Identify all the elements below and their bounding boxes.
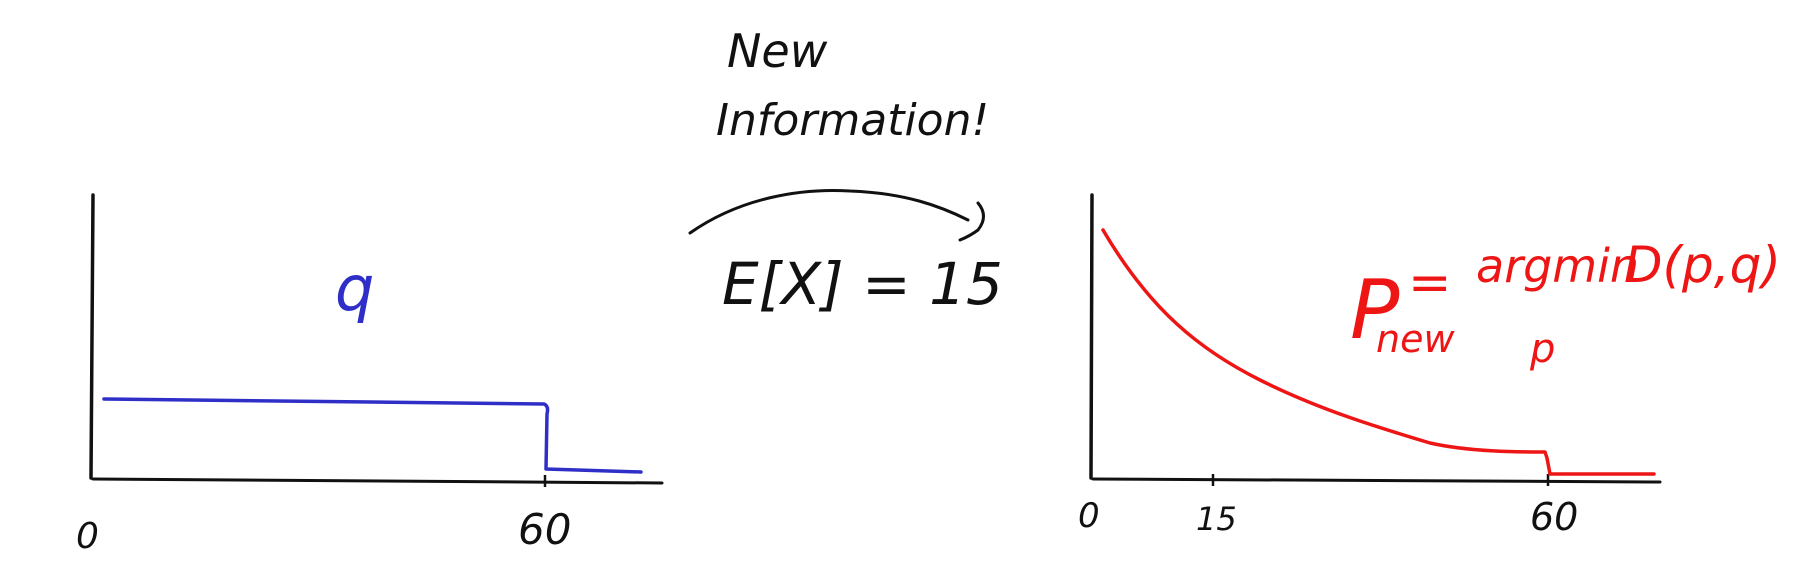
right-tick-label-15: 15: [1196, 500, 1237, 538]
left-tick-label-60: 60: [518, 505, 571, 554]
information-arrow-group: New Information! E[X] = 15: [688, 24, 1003, 318]
arc-arrow: [688, 189, 970, 235]
left-x-axis: [91, 477, 664, 485]
right-x-axis: [1091, 477, 1662, 484]
prior-label-q: q: [335, 252, 374, 325]
left-y-axis: [89, 193, 95, 480]
left-tick-label-0: 0: [76, 516, 99, 557]
formula-equals: =: [1408, 253, 1452, 313]
right-y-axis: [1089, 193, 1094, 480]
formula-argmin: argmin: [1476, 239, 1639, 293]
posterior-curve-pnew: [1101, 228, 1656, 476]
right-tick-label-0: 0: [1078, 496, 1100, 536]
right-tick-label-60: 60: [1530, 495, 1578, 539]
left-plot: q 0 60: [76, 193, 664, 557]
right-plot: 0 15 60: [1078, 193, 1662, 539]
formula-lhs-p: P: [1350, 263, 1400, 358]
caption-new: New: [727, 24, 828, 78]
formula-lhs-subscript: new: [1376, 317, 1455, 361]
constraint-expected-value: E[X] = 15: [722, 250, 1003, 318]
caption-information: Information!: [716, 95, 989, 146]
kl-minimization-formula: P new = argmin p D(p,q): [1350, 236, 1781, 372]
prior-curve-q: [102, 397, 643, 474]
formula-divergence: D(p,q): [1624, 236, 1781, 294]
formula-argmin-subscript: p: [1529, 326, 1555, 372]
arrowhead: [958, 201, 985, 242]
